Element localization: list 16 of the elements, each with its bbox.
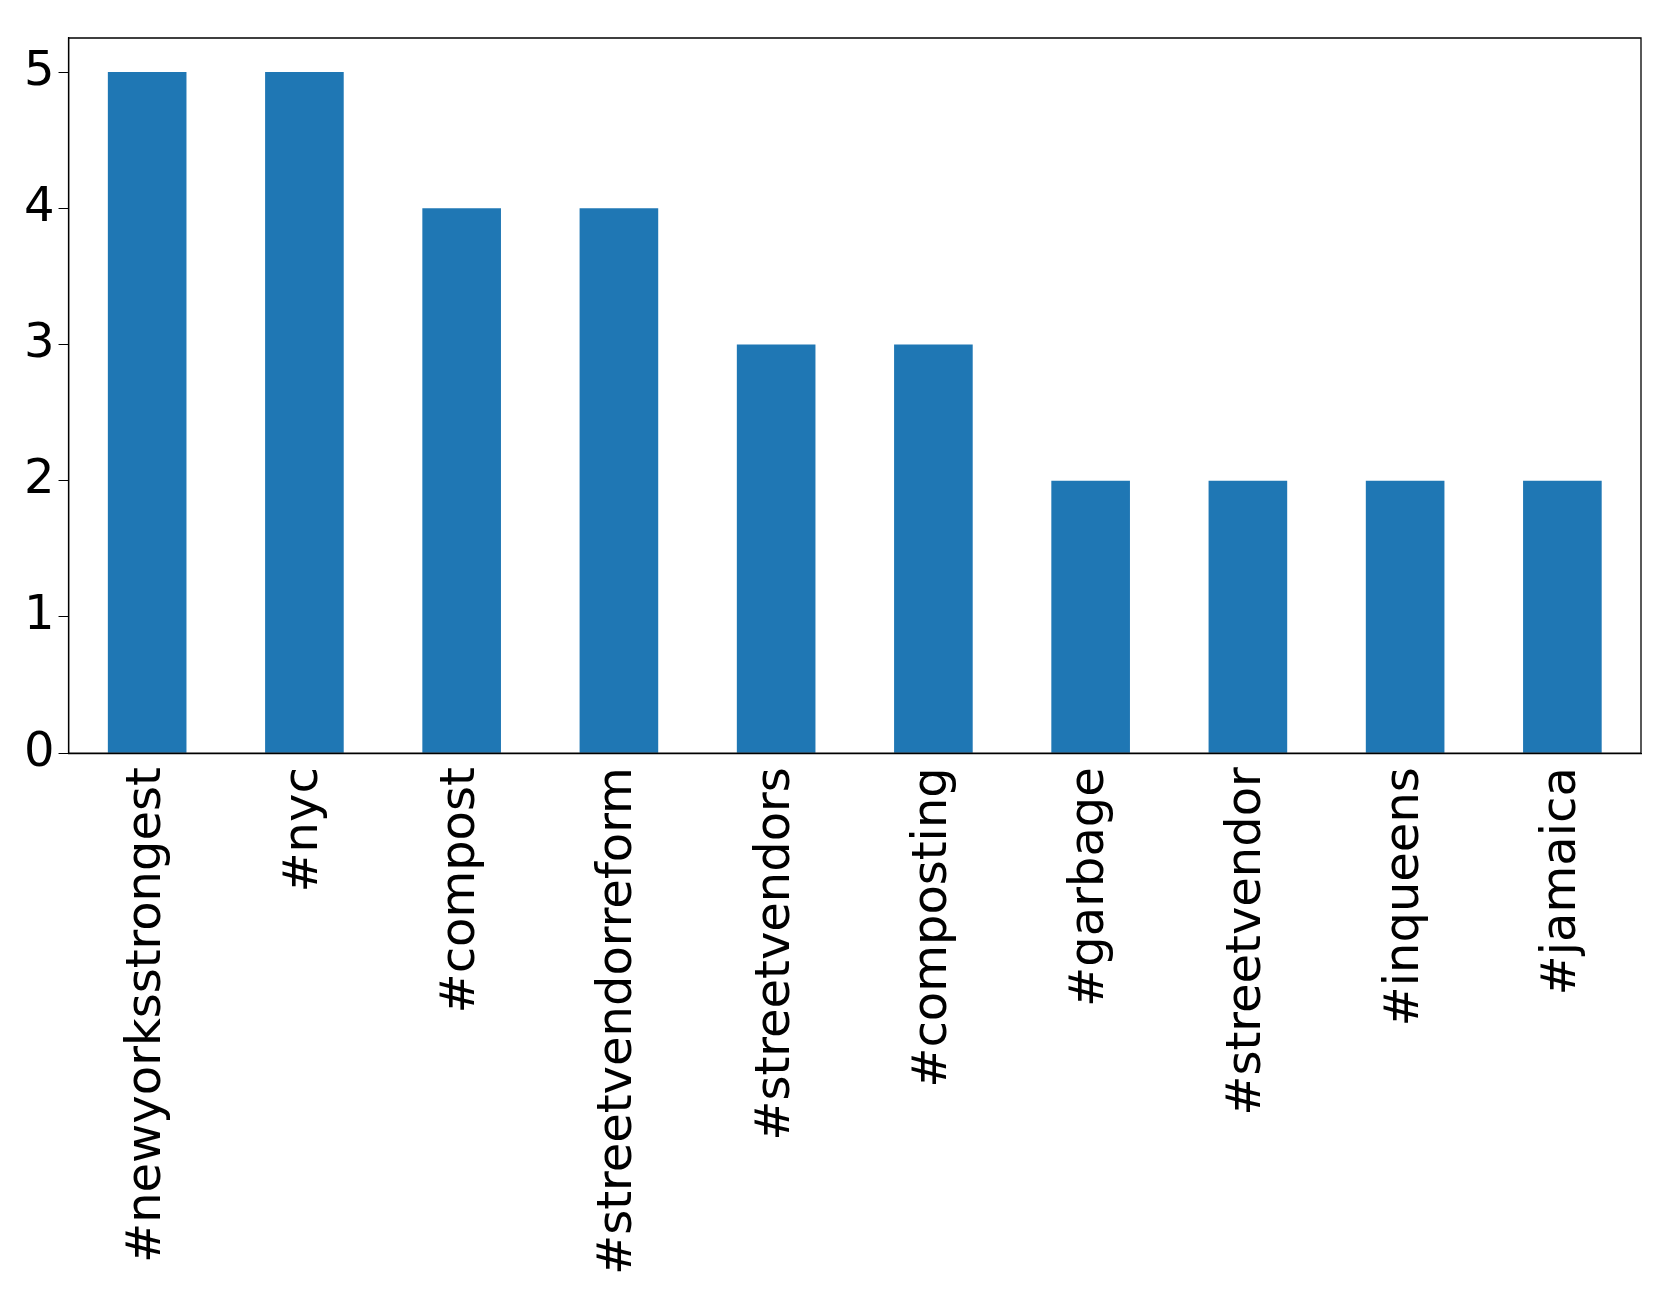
x-tick-label: #composting <box>900 767 957 1088</box>
x-tick-label: #nyc <box>271 767 328 893</box>
x-tick-label: #inqueens <box>1372 767 1429 1027</box>
x-tick-label: #streetvendor <box>1215 766 1272 1116</box>
y-tick-label: 4 <box>23 175 55 232</box>
y-tick-label: 2 <box>23 448 55 505</box>
x-tick-label: #streetvendorreform <box>586 767 643 1276</box>
y-tick-label: 3 <box>23 311 55 368</box>
y-tick-label: 5 <box>23 39 55 96</box>
y-tick-label: 0 <box>23 720 55 777</box>
x-tick-label: #newyorksstrongest <box>114 767 171 1264</box>
x-tick-label: #streetvendors <box>743 767 800 1141</box>
x-tick-label: #compost <box>429 767 486 1014</box>
x-tick-label: #jamaica <box>1529 767 1586 996</box>
x-tick-label: #garbage <box>1058 767 1115 1007</box>
y-tick-label: 1 <box>23 584 55 641</box>
